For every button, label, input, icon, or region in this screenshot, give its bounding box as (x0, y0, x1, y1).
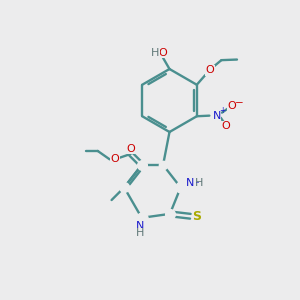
Text: O: O (222, 122, 231, 131)
Text: O: O (158, 47, 167, 58)
Text: −: − (196, 181, 199, 185)
Text: O: O (227, 101, 236, 111)
Text: N: N (212, 111, 221, 121)
Text: O: O (110, 154, 119, 164)
Text: +: + (220, 106, 226, 116)
Text: H: H (136, 228, 144, 239)
Text: O: O (126, 143, 135, 154)
Text: N: N (186, 178, 194, 188)
Text: H: H (151, 47, 160, 58)
Text: −: − (234, 98, 243, 108)
Text: O: O (205, 65, 214, 75)
Text: H: H (194, 178, 203, 188)
Text: N: N (136, 221, 144, 231)
Text: S: S (192, 210, 201, 223)
